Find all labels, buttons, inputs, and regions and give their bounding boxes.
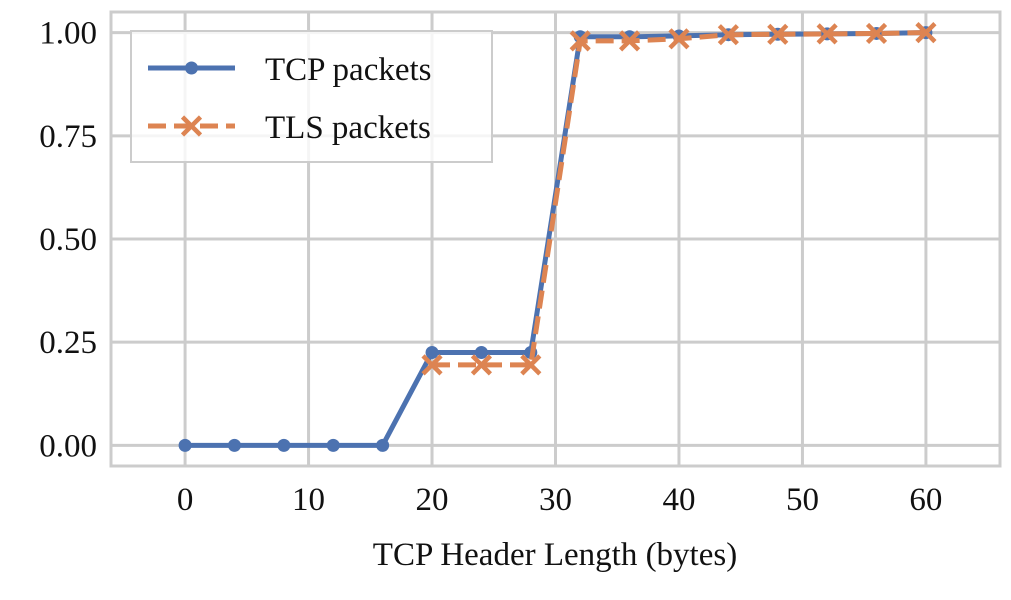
data-point-tls-packets [421,354,443,376]
data-point-tls-packets [470,354,493,376]
x-tick-label: 50 [786,482,819,518]
ticks-layer: 0 10 20 30 40 50 60 0.00 0.25 0.50 0.75 1.00 [39,16,942,518]
y-tick-label: 0.75 [39,119,97,155]
data-point-tls-packets [717,24,739,46]
legend-box [130,30,493,163]
x-tick-label: 10 [292,482,325,518]
data-point-tcp-packets [425,346,439,359]
data-point-tls-packets [569,30,591,52]
series-layer [178,22,937,452]
x-axis-title: TCP Header Length (bytes) [373,537,737,573]
x-tick-label: 0 [177,482,194,518]
legend: TCP packets TLS packets [130,30,493,163]
data-point-tls-packets [618,30,641,52]
x-tick-label: 20 [416,482,449,518]
data-point-tls-packets [915,22,937,44]
data-point-tls-packets [865,22,888,45]
data-point-tls-packets [767,23,789,45]
data-point-tcp-packets [376,438,390,452]
data-point-tls-packets [668,28,690,50]
data-point-tcp-packets [326,438,340,452]
y-tick-label: 0.00 [39,428,97,464]
legend-label-tcp-packets: TCP packets [265,52,432,88]
legend-label-tls-packets: TLS packets [265,110,431,146]
y-tick-label: 0.50 [39,222,97,258]
x-tick-label: 60 [909,482,942,518]
legend-marker-tls-packets [180,115,203,137]
data-point-tls-packets [816,23,838,45]
data-point-tcp-packets [474,346,488,359]
x-tick-label: 30 [539,482,572,518]
data-point-tcp-packets [227,438,241,452]
data-point-tls-packets [520,354,542,376]
x-tick-label: 40 [662,482,695,518]
legend-marker-tcp-packets [185,61,198,75]
data-point-tcp-packets [178,438,192,452]
plot-frame [109,10,1002,468]
y-tick-label: 0.25 [39,325,97,361]
data-point-tcp-packets [277,438,291,452]
y-tick-label: 1.00 [39,16,97,52]
